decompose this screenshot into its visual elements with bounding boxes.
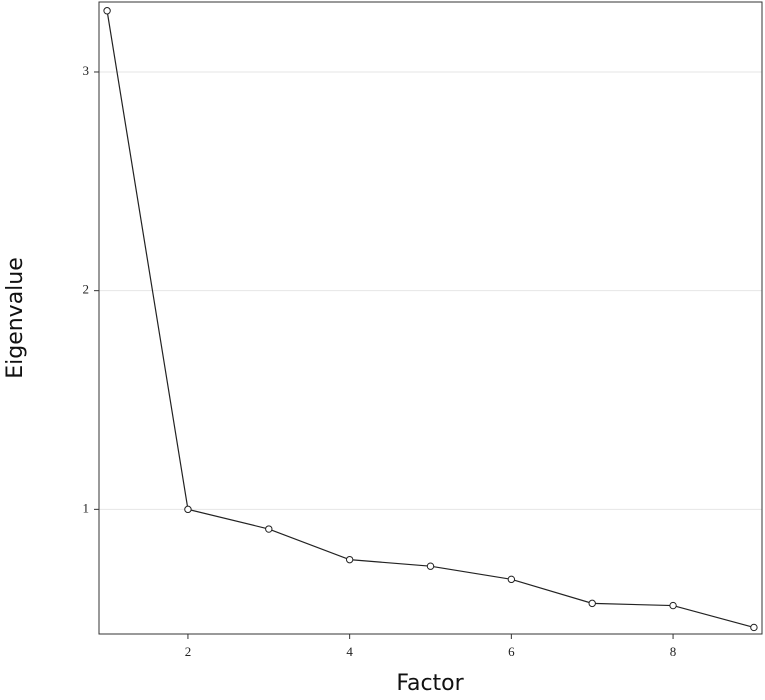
point (669, 601, 677, 610)
y-tick-label: 2 (83, 282, 90, 297)
point (103, 7, 111, 15)
point (507, 575, 516, 584)
x-tick-label: 4 (346, 644, 353, 659)
x-tick-label: 2 (185, 644, 192, 659)
point (750, 623, 758, 632)
point (426, 562, 435, 570)
series-line (106, 10, 755, 629)
x-axis-label: Factor (396, 671, 464, 696)
y-tick-label: 1 (83, 500, 90, 515)
point (588, 599, 596, 608)
point (184, 505, 192, 514)
y-axis-label: Eigenvalue (3, 257, 28, 379)
x-tick-label: 6 (508, 644, 515, 659)
point (265, 525, 273, 533)
x-tick-label: 8 (670, 644, 677, 659)
point (345, 555, 354, 564)
plot-frame (98, 1, 763, 635)
y-tick-label: 3 (83, 63, 90, 78)
